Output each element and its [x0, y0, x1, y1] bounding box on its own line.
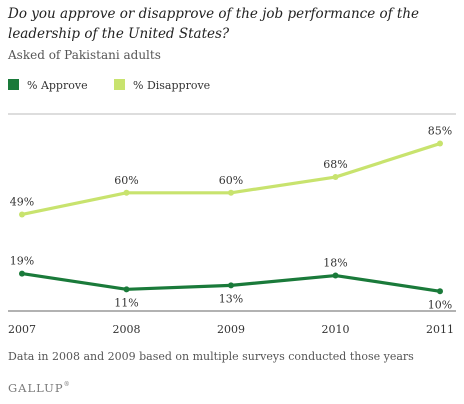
legend-label-disapprove: % Disapprove	[133, 79, 211, 92]
data-label-disapprove: 60%	[114, 174, 138, 187]
data-point-approve	[228, 282, 234, 289]
chart-title: Do you approve or disapprove of the job …	[8, 6, 420, 42]
data-label-approve: 10%	[428, 298, 452, 311]
legend-label-approve: % Approve	[27, 79, 88, 92]
footnote: Data in 2008 and 2009 based on multiple …	[8, 350, 414, 363]
data-point-approve	[19, 270, 25, 277]
data-label-approve: 13%	[219, 292, 243, 305]
data-point-disapprove	[123, 189, 130, 196]
data-label-disapprove: 49%	[10, 195, 34, 208]
brand-name: GALLUP	[8, 381, 64, 395]
data-label-disapprove: 60%	[219, 174, 243, 187]
data-point-disapprove	[228, 189, 234, 196]
data-label-approve: 11%	[114, 296, 138, 309]
data-point-disapprove	[437, 140, 443, 147]
legend-item-disapprove: % Disapprove	[114, 79, 210, 92]
chart-subtitle: Asked of Pakistani adults	[8, 48, 161, 62]
x-tick-label-2008: 2008	[113, 323, 141, 336]
legend-item-approve: % Approve	[8, 79, 88, 92]
data-label-disapprove: 85%	[428, 125, 452, 138]
data-point-disapprove	[332, 174, 339, 181]
data-point-approve	[123, 286, 130, 293]
gallup-logo: GALLUP®	[8, 381, 70, 395]
line-chart: 19% 11% 13% 18% 10% 49% 60% 60% 68% 85% 2007 2008 2…	[8, 113, 456, 336]
registered-mark: ®	[63, 381, 70, 388]
x-tick-label-2010: 2010	[322, 323, 350, 336]
x-tick-label-2009: 2009	[217, 323, 245, 336]
data-label-disapprove: 68%	[323, 158, 347, 171]
legend-swatch-disapprove	[114, 79, 125, 90]
legend-swatch-approve	[8, 79, 19, 90]
plot-area: 19% 11% 13% 18% 10% 49% 60% 60% 68% 85%	[10, 125, 452, 312]
data-label-approve: 18%	[323, 257, 347, 270]
data-point-approve	[332, 272, 339, 279]
data-point-disapprove	[19, 211, 25, 218]
data-label-approve: 19%	[10, 255, 34, 268]
x-tick-label-2011: 2011	[426, 323, 454, 336]
data-point-approve	[437, 288, 443, 295]
x-tick-label-2007: 2007	[8, 323, 36, 336]
